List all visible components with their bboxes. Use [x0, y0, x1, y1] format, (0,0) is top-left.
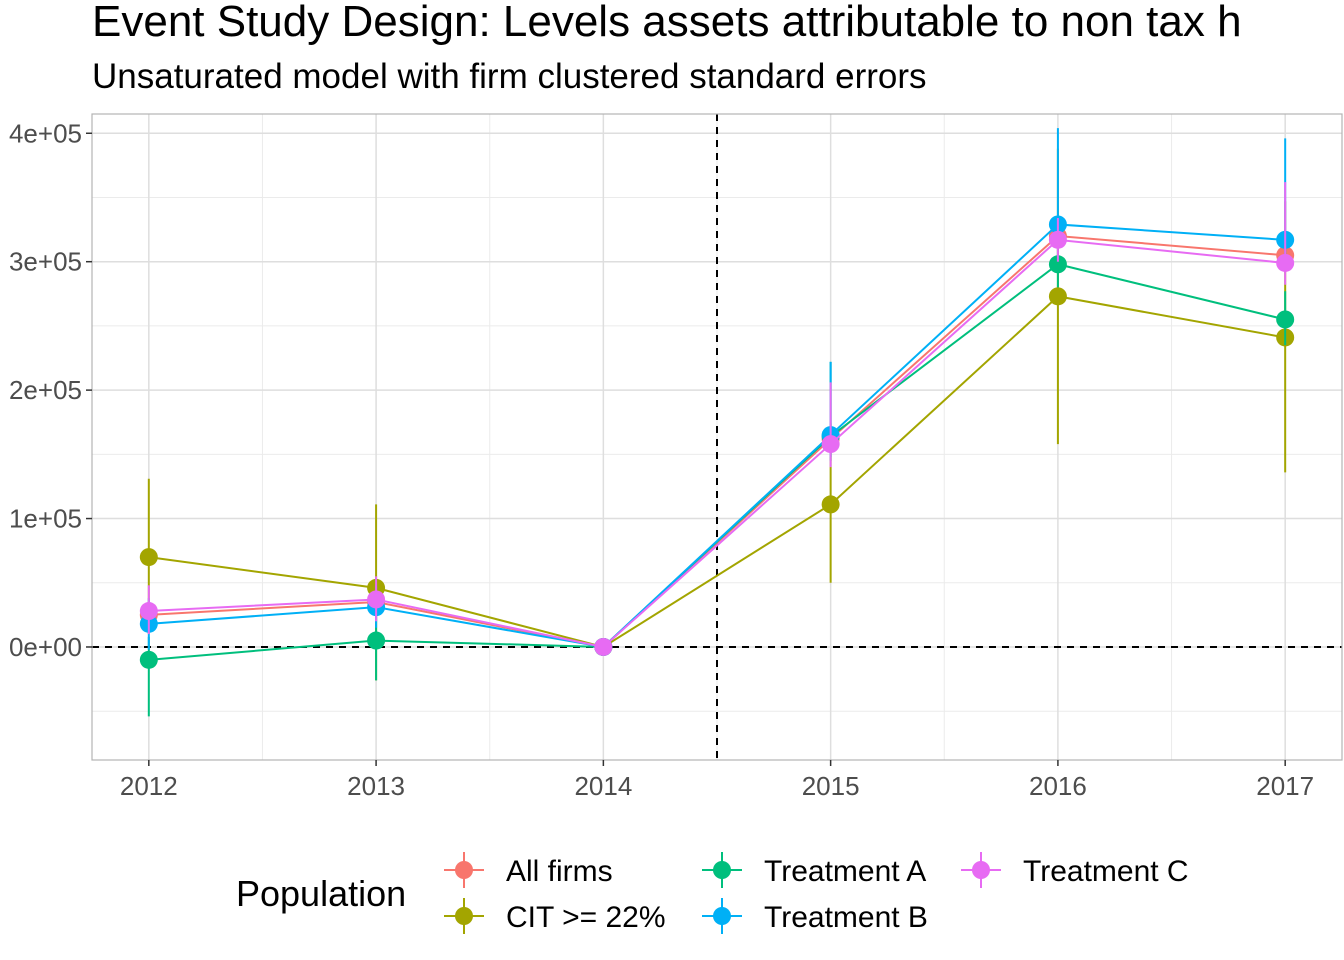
- legend-key: [702, 898, 742, 934]
- legend-label: Treatment B: [764, 901, 928, 934]
- series-line: [148, 223, 1286, 649]
- y-tick-label: 2e+05: [9, 375, 82, 405]
- legend-label: Treatment A: [764, 855, 926, 888]
- legend-key-point: [972, 861, 990, 879]
- legend-key-point: [455, 907, 473, 925]
- y-tick-label: 3e+05: [9, 247, 82, 277]
- data-point: [139, 548, 158, 567]
- x-tick-label: 2013: [347, 771, 405, 801]
- x-tick-label: 2017: [1256, 771, 1314, 801]
- legend-key-point: [713, 861, 731, 879]
- legend-title: Population: [236, 873, 406, 914]
- legend-label: All firms: [506, 855, 613, 888]
- data-point: [1048, 287, 1067, 306]
- y-tick-label: 1e+05: [9, 504, 82, 534]
- series-line: [148, 295, 1286, 649]
- chart-subtitle: Unsaturated model with firm clustered st…: [92, 57, 927, 96]
- data-point: [1048, 230, 1067, 249]
- y-tick-label: 4e+05: [9, 118, 82, 148]
- legend: Population All firms CIT >= 22% Treatment A…: [236, 852, 1189, 934]
- data-point: [1276, 253, 1295, 272]
- legend-key: [961, 852, 1001, 888]
- legend-key: [702, 852, 742, 888]
- data-point: [821, 495, 840, 514]
- data-point: [821, 435, 840, 454]
- data-point: [594, 637, 613, 656]
- x-tick-label: 2012: [120, 771, 178, 801]
- series-marks: [139, 128, 1295, 717]
- data-point: [367, 590, 386, 609]
- data-point: [1048, 255, 1067, 274]
- x-tick-label: 2016: [1029, 771, 1087, 801]
- legend-key-point: [455, 861, 473, 879]
- legend-label: CIT >= 22%: [506, 901, 666, 934]
- x-tick-label: 2014: [574, 771, 632, 801]
- legend-key: [444, 852, 484, 888]
- data-point: [139, 650, 158, 669]
- axis-labels: 0e+00 1e+05 2e+05 3e+05 4e+05 2012 2013 2014 201…: [9, 118, 1314, 801]
- plot-panel-border: [91, 113, 1343, 761]
- y-tick-label: 0e+00: [9, 632, 82, 662]
- chart-title: Event Study Design: Levels assets attrib…: [92, 0, 1242, 46]
- x-tick-label: 2015: [802, 771, 860, 801]
- data-point: [367, 631, 386, 650]
- series-line: [148, 238, 1286, 649]
- series-treatment-c: [139, 182, 1295, 656]
- legend-label: Treatment C: [1023, 855, 1189, 888]
- legend-key-point: [713, 907, 731, 925]
- data-point: [1276, 310, 1295, 329]
- data-point: [139, 602, 158, 621]
- legend-key: [444, 898, 484, 934]
